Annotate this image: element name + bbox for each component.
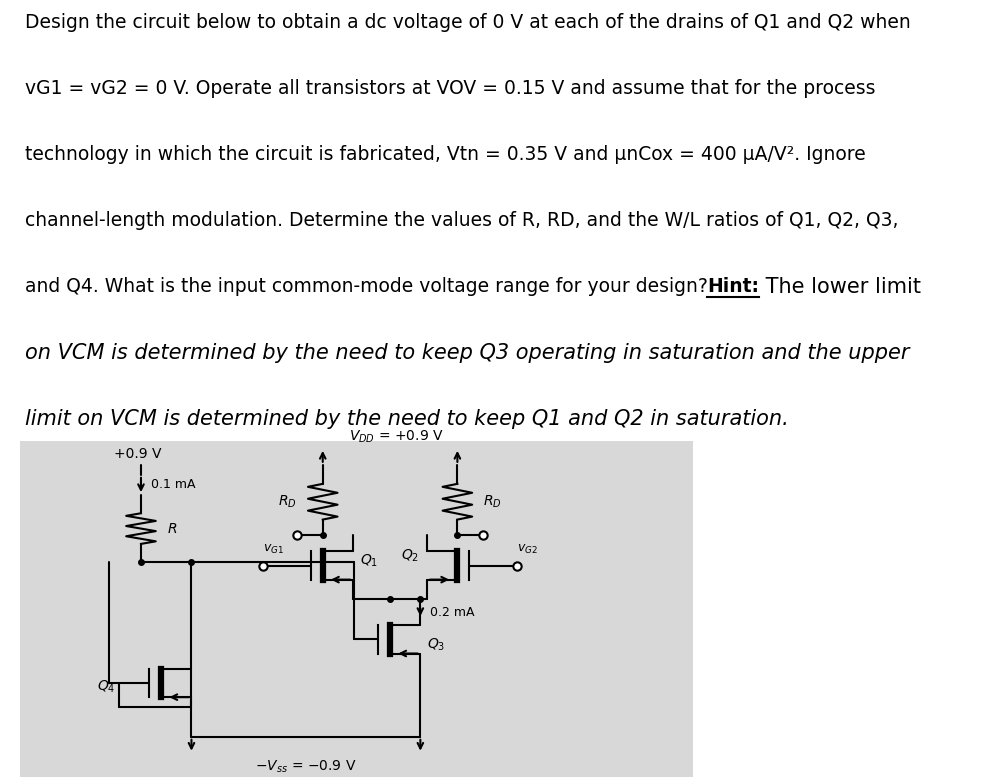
Text: $Q_3$: $Q_3$ [427, 637, 446, 653]
Text: The lower limit: The lower limit [759, 277, 922, 297]
Text: $R_D$: $R_D$ [278, 494, 297, 510]
Text: $-V_{ss}$ = −0.9 V: $-V_{ss}$ = −0.9 V [255, 758, 356, 775]
Text: $Q_2$: $Q_2$ [401, 548, 419, 565]
Text: $Q_1$: $Q_1$ [359, 552, 378, 569]
Text: $v_{G2}$: $v_{G2}$ [517, 543, 538, 556]
Text: and Q4. What is the input common-mode voltage range for your design?: and Q4. What is the input common-mode vo… [25, 277, 708, 296]
Text: $R_D$: $R_D$ [483, 494, 502, 510]
Text: $v_{G1}$: $v_{G1}$ [263, 543, 284, 556]
Text: channel-length modulation. Determine the values of R, RD, and the W/L ratios of : channel-length modulation. Determine the… [25, 211, 898, 230]
Text: on VCM is determined by the need to keep Q3 operating in saturation and the uppe: on VCM is determined by the need to keep… [25, 343, 909, 363]
Text: Hint:: Hint: [708, 277, 759, 296]
Text: $V_{DD}$ = +0.9 V: $V_{DD}$ = +0.9 V [349, 428, 445, 444]
Text: $R$: $R$ [166, 522, 177, 536]
Text: $Q_4$: $Q_4$ [97, 678, 116, 694]
Text: limit on VCM is determined by the need to keep Q1 and Q2 in saturation.: limit on VCM is determined by the need t… [25, 408, 788, 429]
Text: Design the circuit below to obtain a dc voltage of 0 V at each of the drains of : Design the circuit below to obtain a dc … [25, 13, 911, 32]
Text: vG1 = vG2 = 0 V. Operate all transistors at VOV = 0.15 V and assume that for the: vG1 = vG2 = 0 V. Operate all transistors… [25, 79, 875, 98]
Text: 0.2 mA: 0.2 mA [431, 606, 475, 619]
Text: 0.1 mA: 0.1 mA [151, 479, 196, 491]
Text: +0.9 V: +0.9 V [114, 448, 161, 462]
Text: technology in which the circuit is fabricated, Vtn = 0.35 V and μnCox = 400 μA/V: technology in which the circuit is fabri… [25, 145, 865, 164]
